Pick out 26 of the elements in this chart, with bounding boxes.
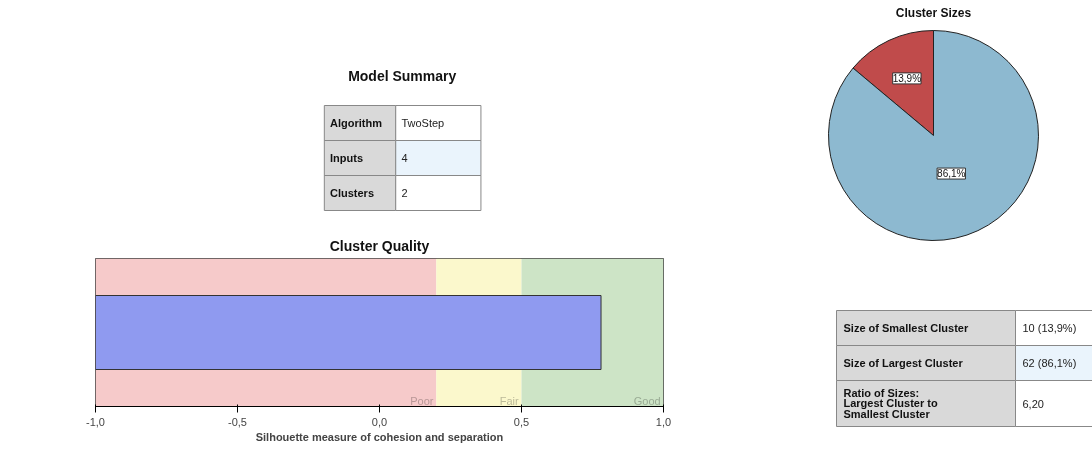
x-tick-label: -0,5 xyxy=(228,415,247,428)
band-label: Fair xyxy=(499,394,519,407)
text: Inputs xyxy=(330,152,363,164)
x-tick-label: 0,5 xyxy=(513,415,530,428)
text: Ratio of Sizes: Largest Cluster to Smallest Cluster xyxy=(843,386,938,421)
x-tick-label: -1,0 xyxy=(86,415,105,428)
data-label: 86,1% xyxy=(937,168,966,180)
text: Size of Largest Cluster xyxy=(843,357,964,369)
band-label: Poor xyxy=(410,394,434,407)
data-label: 13,9% xyxy=(892,72,922,84)
text: Size of Smallest Cluster xyxy=(843,322,969,334)
x-tick-label: 0,0 xyxy=(371,415,388,428)
text: Clusters xyxy=(330,187,375,199)
text: 2 xyxy=(401,187,408,199)
text: TwoStep xyxy=(401,117,445,129)
x-tick-label: 1,0 xyxy=(655,415,672,428)
text: 10 (13,9%) xyxy=(1022,322,1077,334)
text: 4 xyxy=(401,152,408,164)
text: Algorithm xyxy=(330,117,383,129)
text: 6,20 xyxy=(1022,397,1044,410)
text: 62 (86,1%) xyxy=(1022,357,1077,369)
chart-title: Cluster Sizes xyxy=(895,5,972,20)
x-axis-title: Silhouette measure of cohesion and separation xyxy=(255,430,504,443)
chart-title: Cluster Quality xyxy=(329,237,430,254)
text: Model Summary xyxy=(348,67,457,84)
band-label: Good xyxy=(633,394,661,407)
